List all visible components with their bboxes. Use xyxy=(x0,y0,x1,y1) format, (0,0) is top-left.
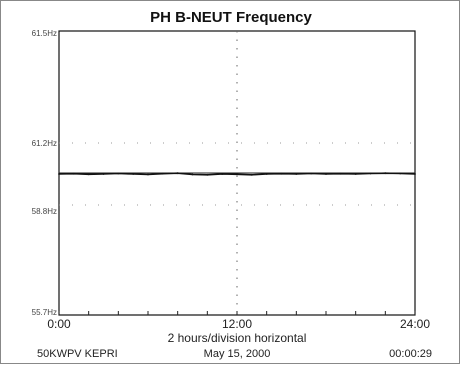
series-point xyxy=(191,173,194,176)
series-point xyxy=(176,172,179,175)
series-point xyxy=(295,173,298,175)
series-point xyxy=(414,173,416,175)
series-point xyxy=(265,173,268,175)
series-point xyxy=(87,173,90,176)
series-point xyxy=(72,172,75,175)
series-point xyxy=(102,173,105,175)
series-point xyxy=(325,173,327,175)
series-point xyxy=(280,172,283,175)
series-point xyxy=(206,173,209,176)
series-group xyxy=(58,172,416,315)
date-label: May 15, 2000 xyxy=(204,348,271,360)
series-point xyxy=(132,173,135,175)
series-point xyxy=(58,173,60,175)
y-tick-label-61-5: 61.5Hz xyxy=(32,29,57,38)
series-point xyxy=(117,172,120,175)
x-tick-label-0: 0:00 xyxy=(47,317,71,331)
series-point xyxy=(399,172,402,175)
series-point xyxy=(339,172,342,175)
series-point xyxy=(221,173,224,175)
y-tick-label-58-8: 58.8Hz xyxy=(32,207,57,216)
y-tick-label-61-2: 61.2Hz xyxy=(32,139,57,148)
series-point xyxy=(310,172,313,175)
chart-title: PH B-NEUT Frequency xyxy=(150,9,312,26)
x-tick-label-12: 12:00 xyxy=(222,317,252,331)
series-point xyxy=(236,173,238,176)
y-tick-label-55-7: 55.7Hz xyxy=(32,308,57,317)
x-axis-label: 2 hours/division horizontal xyxy=(168,331,307,345)
series-point xyxy=(369,172,372,175)
series-point xyxy=(147,173,149,176)
series-point xyxy=(161,172,164,175)
series-point xyxy=(354,173,357,175)
time-label: 00:00:29 xyxy=(389,348,432,360)
series-point xyxy=(384,172,387,175)
x-tick-label-24: 24:00 xyxy=(400,317,430,331)
station-label: 50KWPV KEPRI xyxy=(37,348,118,360)
series-point xyxy=(250,173,253,176)
